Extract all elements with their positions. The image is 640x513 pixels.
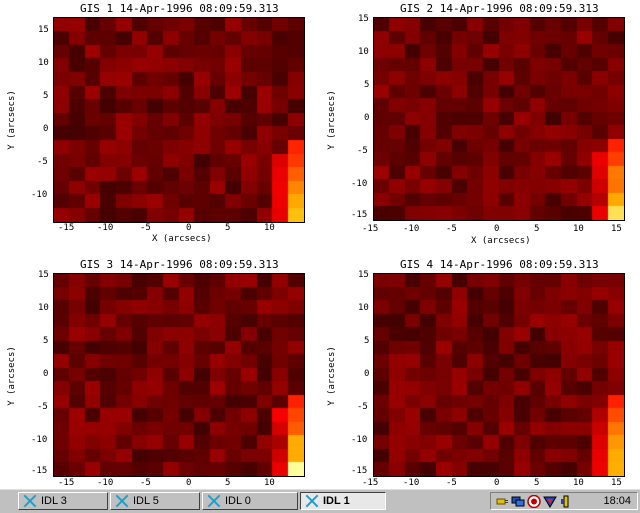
panel-title: GIS 3 14-Apr-1996 08:09:59.313 [80, 258, 279, 271]
x-axis-title: X (arcsecs) [152, 234, 212, 244]
x-tick-label: 5 [225, 478, 231, 488]
idl-icon [305, 494, 319, 508]
y-tick-label: 5 [43, 91, 49, 101]
y-tick-label: 15 [38, 270, 49, 280]
x-tick-label: -10 [403, 224, 420, 234]
y-tick-label: 0 [43, 124, 49, 134]
x-tick-label: 10 [264, 478, 275, 488]
y-axis-title: Y (arcsecs) [6, 90, 17, 150]
y-tick-label: 5 [364, 80, 370, 90]
system-tray: 18:04 [490, 492, 638, 510]
x-tick-label: -15 [362, 224, 379, 234]
y-tick-label: -5 [37, 402, 48, 412]
y-tick-label: 10 [358, 47, 369, 57]
shield-down-icon[interactable] [543, 495, 557, 508]
record-icon[interactable] [527, 495, 541, 508]
x-tick-label: -15 [58, 223, 75, 233]
y-tick-label: -15 [31, 466, 48, 476]
y-tick-label: 5 [364, 336, 370, 346]
x-tick-label: -10 [97, 223, 114, 233]
task-label: IDL 3 [41, 495, 67, 507]
y-tick-label: 10 [38, 58, 49, 68]
x-tick-label: -15 [58, 478, 75, 488]
y-tick-label: 5 [43, 336, 49, 346]
y-tick-label: -5 [357, 146, 368, 156]
taskbar-button-idl-3[interactable]: IDL 3 [18, 492, 108, 510]
clock: 18:04 [603, 495, 631, 507]
y-tick-label: 0 [43, 369, 49, 379]
y-tick-label: -15 [351, 466, 368, 476]
taskbar-button-idl-1[interactable]: IDL 1 [300, 492, 386, 510]
heatmap [53, 273, 305, 477]
x-tick-label: 0 [494, 478, 500, 488]
network-icon[interactable] [511, 495, 525, 508]
x-tick-label: 0 [494, 224, 500, 234]
y-tick-label: 10 [358, 303, 369, 313]
x-tick-label: 0 [186, 223, 192, 233]
x-tick-label: -5 [140, 223, 151, 233]
y-tick-label: -5 [357, 402, 368, 412]
x-tick-label: -5 [446, 224, 457, 234]
x-tick-label: 10 [573, 478, 584, 488]
heatmap [373, 17, 625, 221]
x-axis-title: X (arcsecs) [471, 236, 531, 246]
x-tick-label: -5 [140, 478, 151, 488]
y-axis-title: Y (arcsecs) [326, 346, 337, 406]
idl-icon [207, 494, 221, 508]
x-tick-label: -10 [403, 478, 420, 488]
task-label: IDL 0 [225, 495, 251, 507]
y-tick-label: 0 [364, 369, 370, 379]
y-tick-label: 0 [364, 113, 370, 123]
idl-icon [23, 494, 37, 508]
y-tick-label: 15 [38, 25, 49, 35]
y-tick-label: -15 [351, 210, 368, 220]
tool-icon[interactable] [559, 495, 573, 508]
x-tick-label: -10 [97, 478, 114, 488]
y-tick-label: 10 [38, 303, 49, 313]
taskbar-button-idl-0[interactable]: IDL 0 [202, 492, 298, 510]
x-tick-label: 15 [611, 478, 622, 488]
panel-title: GIS 2 14-Apr-1996 08:09:59.313 [400, 2, 599, 15]
y-tick-label: -10 [31, 190, 48, 200]
y-tick-label: -5 [37, 157, 48, 167]
y-tick-label: -10 [31, 435, 48, 445]
panel-title: GIS 1 14-Apr-1996 08:09:59.313 [80, 2, 279, 15]
heatmap [373, 273, 625, 477]
x-tick-label: 15 [611, 224, 622, 234]
x-tick-label: 0 [186, 478, 192, 488]
x-tick-label: 5 [534, 224, 540, 234]
x-tick-label: -5 [446, 478, 457, 488]
plug-icon[interactable] [495, 495, 509, 508]
y-tick-label: -10 [351, 179, 368, 189]
task-label: IDL 5 [133, 495, 159, 507]
x-tick-label: -15 [362, 478, 379, 488]
y-tick-label: -10 [351, 435, 368, 445]
taskbar-button-idl-5[interactable]: IDL 5 [110, 492, 200, 510]
x-tick-label: 10 [264, 223, 275, 233]
x-tick-label: 5 [534, 478, 540, 488]
taskbar: IDL 3 IDL 5 IDL 0 IDL 1 18:04 [0, 488, 640, 513]
y-tick-label: 15 [358, 270, 369, 280]
y-axis-title: Y (arcsecs) [6, 346, 17, 406]
heatmap [53, 17, 305, 223]
panel-title: GIS 4 14-Apr-1996 08:09:59.313 [400, 258, 599, 271]
plot-window: GIS 1 14-Apr-1996 08:09:59.313 X (arcsec… [6, 2, 625, 488]
x-tick-label: 5 [225, 223, 231, 233]
x-tick-label: 10 [573, 224, 584, 234]
y-axis-title: Y (arcsecs) [326, 90, 337, 150]
y-tick-label: 15 [358, 14, 369, 24]
task-label: IDL 1 [323, 495, 350, 507]
idl-icon [115, 494, 129, 508]
